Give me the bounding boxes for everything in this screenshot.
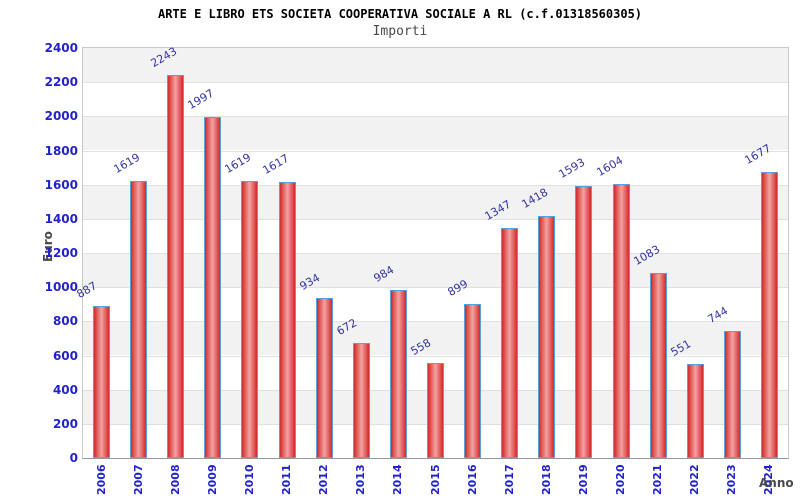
bar — [650, 273, 667, 458]
y-tick-label: 2200 — [44, 75, 78, 90]
bar — [241, 181, 258, 458]
plot-background-band — [83, 184, 788, 219]
y-tick-label: 2000 — [44, 109, 78, 124]
x-tick-label: 2023 — [725, 464, 739, 495]
y-tick-label: 0 — [69, 451, 78, 465]
x-tick-label: 2010 — [242, 464, 256, 495]
bar — [204, 117, 221, 458]
x-tick-label: 2020 — [614, 464, 628, 495]
bar — [724, 331, 741, 458]
y-tick-label: 200 — [52, 416, 78, 431]
gridline — [83, 116, 788, 118]
gridline — [83, 82, 788, 84]
x-tick-label: 2016 — [465, 464, 479, 495]
plot-background-band — [83, 116, 788, 151]
x-tick-label: 2007 — [131, 464, 145, 495]
plot-background-band — [83, 321, 788, 356]
chart-subtitle: Importi — [372, 24, 428, 39]
x-tick-label: 2015 — [428, 464, 442, 495]
plot-background-band — [83, 150, 788, 185]
y-tick-label: 800 — [52, 314, 78, 329]
x-tick-label: 2013 — [354, 464, 368, 495]
gridline — [83, 355, 788, 357]
x-tick-label: 2022 — [688, 464, 702, 495]
gridline — [83, 287, 788, 289]
y-tick-label: 1800 — [44, 143, 78, 158]
plot-background-band — [83, 253, 788, 288]
x-axis-title: Anno — [759, 476, 794, 490]
y-tick-label: 600 — [52, 348, 78, 363]
y-tick-label: 400 — [52, 382, 78, 397]
gridline — [83, 150, 788, 152]
x-tick-label: 2009 — [205, 464, 219, 495]
gridline — [83, 184, 788, 186]
bar — [316, 298, 333, 458]
y-tick-label: 1600 — [44, 177, 78, 192]
bar — [167, 75, 184, 458]
x-tick-label: 2018 — [539, 464, 553, 495]
bar — [390, 290, 407, 458]
gridline — [83, 253, 788, 254]
bar — [613, 184, 630, 458]
bar — [427, 363, 444, 458]
bar — [575, 186, 592, 458]
x-tick-label: 2006 — [94, 464, 108, 495]
bar — [353, 343, 370, 458]
plot-background-band — [83, 218, 788, 253]
bar — [464, 304, 481, 458]
plot-background-band — [83, 287, 788, 322]
y-tick-label: 2400 — [44, 41, 78, 55]
bar — [130, 181, 147, 458]
x-tick-label: 2019 — [576, 464, 590, 495]
bar — [279, 182, 296, 458]
bar — [687, 364, 704, 458]
y-tick-label: 1000 — [44, 280, 78, 295]
x-tick-label: 2014 — [391, 464, 405, 495]
x-tick-label: 2011 — [280, 464, 294, 495]
bar — [93, 306, 110, 458]
y-tick-label: 1400 — [44, 211, 78, 226]
y-tick-label: 1200 — [44, 246, 78, 260]
gridline — [83, 321, 788, 323]
bar — [538, 216, 555, 458]
x-tick-label: 2017 — [502, 464, 516, 495]
gridline — [83, 218, 788, 220]
x-tick-label: 2021 — [651, 464, 665, 495]
x-tick-label: 2012 — [317, 464, 331, 495]
bar — [761, 172, 778, 458]
x-tick-label: 2008 — [168, 464, 182, 495]
chart-title: ARTE E LIBRO ETS SOCIETA COOPERATIVA SOC… — [157, 7, 643, 21]
plot-background-band — [83, 48, 788, 83]
bar — [501, 228, 518, 458]
plot-area: 887 1619 2243 1997 1619 1617 934 672 984 558 899 13… — [74, 45, 789, 459]
plot-background-band — [83, 82, 788, 117]
